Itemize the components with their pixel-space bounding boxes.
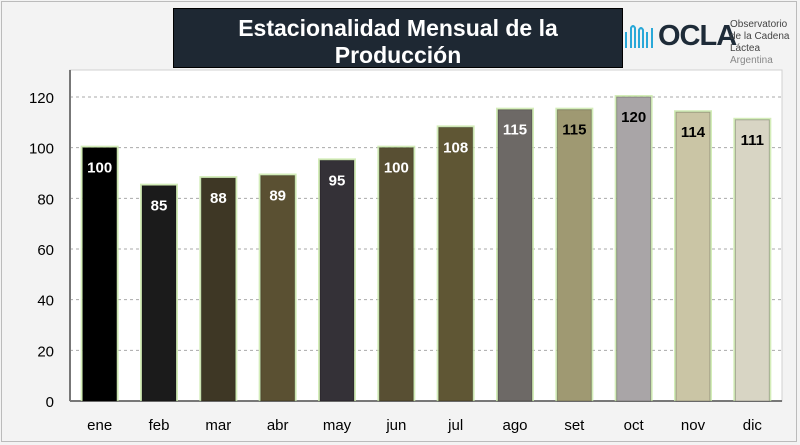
data-label: 115	[562, 122, 586, 139]
x-tick-label: jun	[385, 417, 406, 434]
bar-nov	[675, 111, 711, 402]
bar-feb	[141, 185, 177, 402]
data-label: 120	[621, 109, 646, 126]
x-tick-label: feb	[149, 417, 170, 434]
x-tick-label: may	[323, 417, 352, 434]
x-tick-label: set	[564, 417, 585, 434]
x-tick-label: ene	[87, 417, 112, 434]
x-tick-label: dic	[743, 417, 763, 434]
title-box: Estacionalidad Mensual de la Producción …	[173, 8, 623, 90]
bar-jun	[378, 147, 414, 402]
data-label: 111	[741, 132, 764, 149]
bar-set	[556, 109, 592, 402]
logo-name: OCLA	[658, 20, 737, 52]
y-tick-label: 120	[29, 90, 54, 107]
ocla-logo: OCLA Observatorio de la Cadena Láctea Arge…	[624, 14, 800, 66]
bar-abr	[260, 175, 296, 402]
data-label: 100	[87, 160, 112, 177]
x-tick-label: jul	[447, 417, 463, 434]
logo-line3: Argentina	[730, 55, 773, 66]
bar-mar	[200, 177, 236, 402]
bar-jul	[438, 126, 474, 402]
data-label: 114	[681, 124, 706, 141]
data-label: 108	[443, 139, 468, 156]
x-tick-label: ago	[502, 417, 527, 434]
data-label: 88	[210, 190, 227, 207]
x-tick-label: oct	[624, 417, 645, 434]
x-tick-label: mar	[205, 417, 231, 434]
logo-line2: de la Cadena Láctea	[730, 31, 790, 54]
y-tick-label: 60	[37, 242, 54, 259]
chart-title: Estacionalidad Mensual de la Producción	[238, 15, 558, 68]
y-tick-label: 100	[29, 141, 54, 158]
wave-icon	[625, 25, 653, 48]
data-label: 89	[269, 188, 286, 205]
chart-subtitle: - últimos 4 años, Base Enero = 100 -	[276, 73, 520, 90]
logo-line1: Observatorio	[730, 19, 788, 30]
bar-oct	[616, 96, 652, 402]
y-tick-label: 80	[37, 191, 54, 208]
bar-ene	[82, 147, 118, 402]
y-tick-label: 40	[37, 293, 54, 310]
plot-area	[69, 69, 783, 402]
x-tick-label: nov	[681, 417, 706, 434]
x-tick-label: abr	[267, 417, 289, 434]
y-tick-label: 0	[46, 394, 54, 411]
data-label: 115	[503, 122, 527, 139]
data-label: 100	[384, 160, 409, 177]
bar-ago	[497, 109, 533, 402]
bar-may	[319, 159, 355, 402]
y-tick-label: 20	[37, 343, 54, 360]
data-label: 95	[329, 172, 346, 189]
data-label: 85	[151, 198, 168, 215]
bar-dic	[734, 119, 770, 402]
